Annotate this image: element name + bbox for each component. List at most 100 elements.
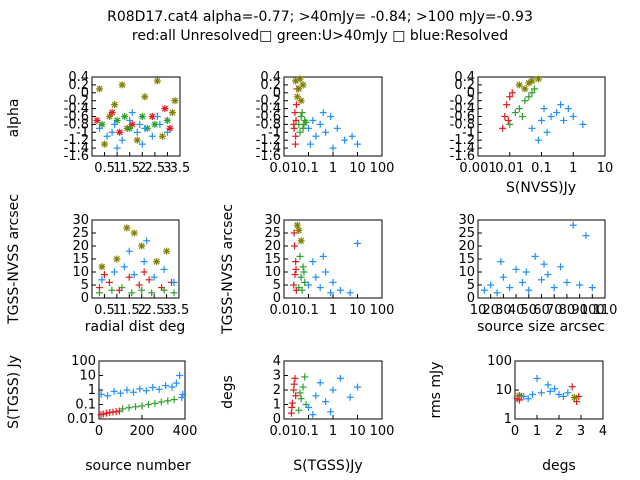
- data-point: [553, 109, 561, 117]
- x-tick-label: 0.01: [495, 161, 524, 176]
- data-point: [301, 278, 309, 286]
- y-tick-label: -0.4: [450, 102, 475, 117]
- y-axis-label: TGSS-NVSS arcsec: [220, 204, 236, 335]
- y-tick-label: 10: [495, 383, 512, 398]
- x-tick-label: 2.5: [145, 161, 166, 176]
- data-point: [133, 136, 141, 144]
- data-point: [163, 247, 171, 255]
- data-point: [116, 128, 124, 136]
- scatter-panel-p3: 0.40.20-0.2-0.4-0.6-0.8-1-1.2-1.4-1.60.0…: [450, 70, 614, 196]
- y-tick-label: -1.6: [64, 149, 89, 164]
- data-point: [480, 286, 488, 294]
- data-point: [557, 263, 565, 271]
- y-tick-label: 15: [264, 252, 281, 267]
- data-point: [296, 389, 304, 397]
- x-tick-label: 100: [580, 303, 605, 318]
- x-tick-label: 1.5: [119, 161, 140, 176]
- data-point: [301, 373, 309, 381]
- data-point: [132, 403, 140, 411]
- data-point: [297, 273, 305, 281]
- data-point: [291, 140, 299, 148]
- data-point: [155, 385, 163, 393]
- y-tick-label: -1.4: [64, 141, 89, 156]
- data-point: [297, 237, 305, 245]
- x-tick-label: 10: [349, 161, 366, 176]
- data-point: [569, 221, 577, 229]
- data-point: [327, 408, 335, 416]
- data-point: [98, 276, 106, 284]
- data-point: [354, 239, 361, 247]
- data-point: [293, 93, 301, 101]
- x-tick-label: 30: [495, 303, 512, 318]
- data-point: [172, 379, 180, 387]
- data-point: [133, 128, 141, 136]
- data-point: [520, 392, 528, 400]
- y-tick-label: -0.2: [450, 94, 475, 109]
- y-tick-label: 5: [467, 278, 475, 293]
- x-tick-label: 0.1: [298, 424, 319, 439]
- data-point: [329, 278, 337, 286]
- data-point: [528, 124, 536, 132]
- data-point: [168, 383, 176, 391]
- x-tick-label: 200: [130, 424, 155, 439]
- data-point: [140, 258, 148, 266]
- y-tick-label: 1: [504, 412, 512, 427]
- data-point: [309, 116, 317, 124]
- y-tick-label: -1.6: [450, 149, 475, 164]
- data-point: [143, 237, 151, 245]
- data-point: [533, 374, 541, 382]
- y-tick-label: 0.2: [260, 78, 281, 93]
- data-point: [524, 395, 532, 403]
- data-point: [291, 374, 299, 382]
- y-tick-label: 20: [458, 239, 475, 254]
- data-point: [546, 387, 554, 395]
- data-point: [354, 383, 361, 391]
- data-point: [110, 387, 118, 395]
- x-tick-label: 20: [482, 303, 499, 318]
- data-point: [290, 380, 298, 388]
- data-point: [170, 396, 178, 404]
- x-tick-label: 0.1: [531, 161, 552, 176]
- data-point: [125, 404, 133, 412]
- data-point: [551, 385, 559, 393]
- data-point: [113, 255, 121, 263]
- data-point: [309, 258, 317, 266]
- data-point: [292, 116, 300, 124]
- y-tick-label: -0.8: [64, 117, 89, 132]
- data-point: [105, 278, 113, 286]
- data-point: [168, 109, 176, 117]
- data-point: [529, 390, 537, 398]
- data-point: [560, 116, 568, 124]
- data-point: [148, 289, 156, 297]
- data-point: [569, 113, 577, 120]
- scatter-panel-p6: 302520151050102030405060708090100110sour…: [458, 213, 617, 335]
- data-point: [329, 386, 337, 394]
- data-point: [144, 401, 152, 408]
- data-point: [346, 393, 354, 401]
- figure-subtitle: red:all Unresolved□ green:U>40mJy □ blue…: [131, 28, 509, 44]
- x-tick-label: 3.5: [169, 303, 190, 318]
- y-tick-label: 20: [72, 239, 89, 254]
- data-point: [555, 390, 563, 398]
- y-tick-label: -1.4: [256, 141, 281, 156]
- y-tick-label: -1: [76, 125, 89, 140]
- y-tick-label: -0.6: [256, 110, 281, 125]
- x-tick-label: 3: [162, 303, 170, 318]
- data-point: [138, 402, 146, 410]
- data-point: [138, 140, 146, 148]
- data-point: [121, 113, 129, 120]
- x-tick-label: 110: [593, 303, 618, 318]
- scatter-panel-p1: 0.40.20-0.2-0.4-0.6-0.8-1-1.2-1.4-1.6 0.5…: [6, 70, 190, 176]
- data-point: [158, 132, 166, 140]
- y-tick-label: 0: [467, 291, 475, 306]
- x-tick-label: 10: [349, 303, 366, 318]
- x-tick-label: 1: [329, 303, 337, 318]
- data-point: [153, 77, 161, 85]
- y-tick-label: 10: [79, 369, 96, 384]
- x-tick-label: 2.5: [144, 303, 165, 318]
- data-point: [305, 281, 312, 289]
